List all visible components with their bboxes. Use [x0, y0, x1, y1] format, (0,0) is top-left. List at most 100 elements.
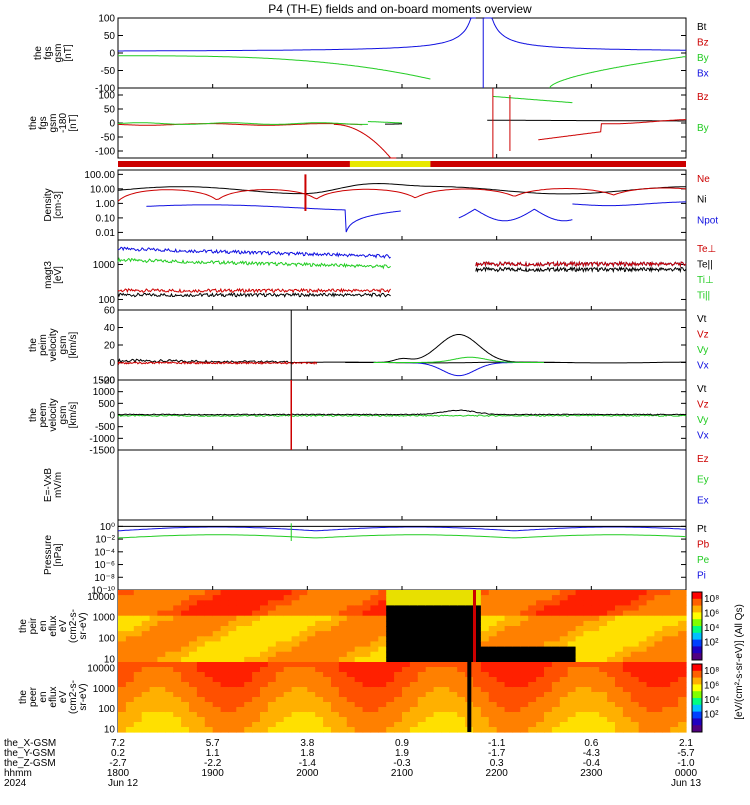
spec-cell: [284, 722, 293, 728]
spec-cell: [252, 707, 261, 713]
spec-cell: [213, 662, 222, 668]
spec-cell: [299, 641, 308, 647]
series-ni: [118, 184, 686, 194]
spec-cell: [386, 657, 395, 663]
spec-cell: [165, 657, 174, 663]
spec-cell: [386, 652, 395, 658]
spec-cell: [126, 662, 134, 668]
spec-cell: [670, 590, 679, 596]
spec-cell: [560, 677, 569, 683]
spec-cell: [134, 672, 143, 678]
y-tick-label: 100: [98, 14, 115, 25]
spec-cell: [599, 707, 608, 713]
spec-cell: [236, 677, 245, 683]
spec-cell: [568, 707, 577, 713]
spec-cell: [654, 662, 663, 668]
spec-cell: [481, 667, 490, 673]
spec-cell: [315, 600, 324, 606]
spec-cell: [441, 727, 450, 733]
spec-cell: [426, 687, 435, 693]
spec-cell: [576, 590, 585, 596]
spec-cell: [323, 672, 332, 678]
spec-cell: [647, 667, 656, 673]
spec-cell: [268, 611, 277, 617]
panel-frame: [118, 520, 686, 590]
spec-cell: [378, 636, 387, 642]
spec-cell: [331, 722, 340, 728]
start-date: Jun 12: [108, 778, 138, 789]
spec-cell: [497, 605, 506, 611]
spec-cell: [323, 605, 332, 611]
spec-cell: [497, 600, 506, 606]
spec-cell: [599, 727, 608, 733]
spec-cell: [370, 626, 379, 632]
spec-cell: [418, 641, 427, 647]
spec-cell: [276, 631, 285, 637]
spec-cell: [647, 722, 656, 728]
spec-cell: [339, 717, 348, 723]
spec-cell: [173, 641, 182, 647]
spec-cell: [157, 657, 166, 663]
spec-cell: [157, 595, 166, 601]
spec-cell: [505, 727, 513, 733]
spec-cell: [481, 652, 490, 658]
panel-ylabel: [nT]: [63, 44, 74, 61]
spec-cell: [512, 722, 521, 728]
spec-cell: [647, 702, 656, 708]
spec-cell: [497, 616, 506, 622]
spec-cell: [355, 712, 364, 718]
spec-cell: [299, 717, 308, 723]
spec-cell: [512, 712, 521, 718]
spec-cell: [189, 590, 198, 596]
spec-cell: [591, 657, 600, 663]
spec-cell: [189, 717, 198, 723]
spec-cell: [244, 600, 253, 606]
spec-cell: [544, 621, 553, 627]
legend-vz: Vz: [697, 400, 709, 411]
spec-cell: [355, 636, 364, 642]
spec-cell: [386, 727, 395, 733]
spec-cell: [512, 697, 521, 703]
spec-cell: [370, 590, 379, 596]
spec-cell: [418, 697, 427, 703]
spec-cell: [473, 662, 482, 668]
spec-cell: [157, 687, 166, 693]
spec-cell: [560, 727, 569, 733]
spec-cell: [213, 657, 222, 663]
spec-cell: [536, 641, 545, 647]
spec-cell: [205, 605, 214, 611]
spec-cell: [552, 590, 561, 596]
spec-cell: [512, 682, 521, 688]
legend-ey: Ey: [697, 475, 709, 486]
spec-cell: [426, 590, 435, 596]
spec-cell: [639, 611, 648, 617]
spec-cell: [260, 611, 269, 617]
spec-cell: [173, 702, 182, 708]
series-by: [368, 122, 402, 124]
spec-cell: [536, 682, 545, 688]
spec-cell: [607, 707, 616, 713]
spec-cell: [639, 590, 648, 596]
spec-cell: [197, 657, 206, 663]
spec-cell: [560, 717, 569, 723]
spec-cell: [292, 712, 301, 718]
spec-cell: [228, 672, 237, 678]
spec-cell: [552, 647, 561, 653]
spec-cell: [615, 722, 624, 728]
spec-cell: [568, 682, 577, 688]
spec-cell: [457, 682, 466, 688]
spec-cell: [568, 722, 577, 728]
spec-cell: [410, 652, 419, 658]
spec-cell: [126, 626, 134, 632]
spec-cell: [244, 616, 253, 622]
spec-cell: [213, 687, 222, 693]
spec-cell: [370, 657, 379, 663]
spec-cell: [560, 722, 569, 728]
spec-cell: [591, 621, 600, 627]
spec-cell: [662, 611, 671, 617]
spec-cell: [647, 662, 656, 668]
spec-cell: [536, 662, 545, 668]
spec-cell: [205, 697, 214, 703]
spec-cell: [276, 621, 285, 627]
